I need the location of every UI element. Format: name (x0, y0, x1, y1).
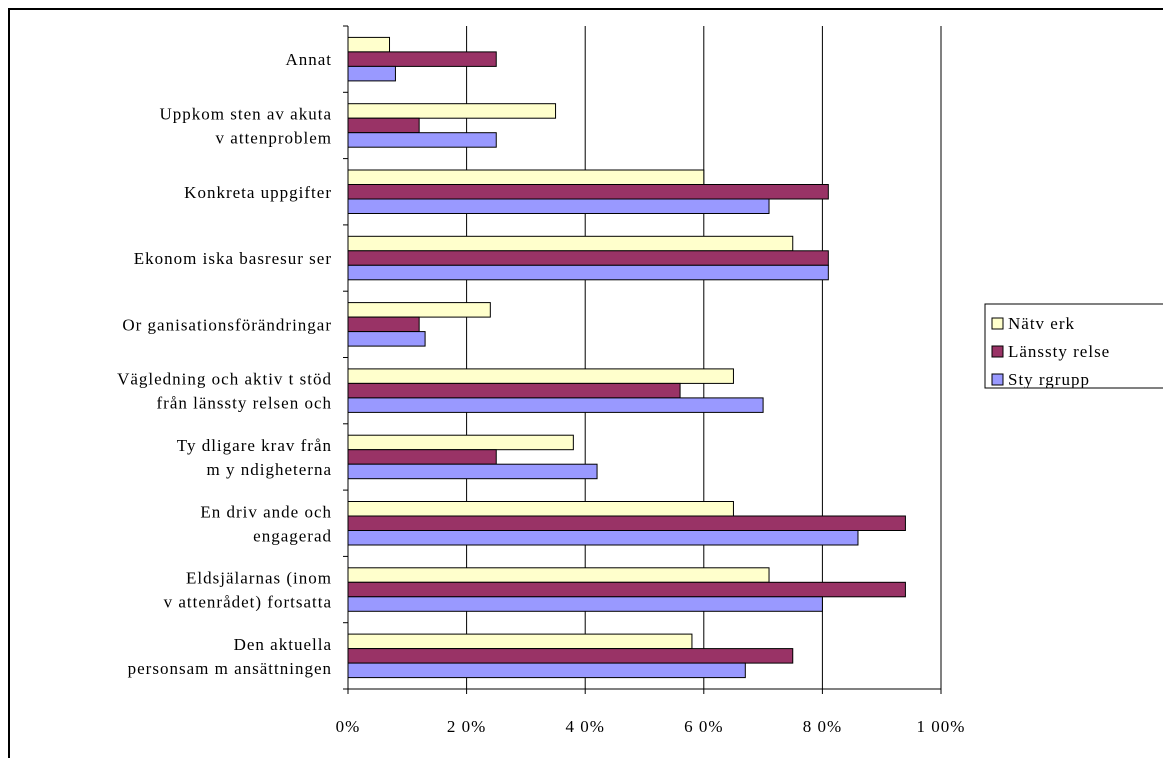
bar (347, 382, 681, 399)
legend-label: Nätv erk (1008, 314, 1075, 333)
bar (347, 463, 598, 480)
bar (347, 250, 829, 266)
bar (347, 302, 491, 318)
bar (347, 662, 746, 679)
category-label: Eldsjälarnas (inom (186, 569, 332, 588)
legend: Nätv erk Länssty relse Sty rgrupp (984, 303, 1163, 389)
category-label: Konkreta uppgifter (184, 183, 332, 202)
category-label: Ty dligare krav från (177, 436, 332, 455)
x-tick-label: 0% (336, 717, 361, 736)
legend-frame (984, 303, 1163, 389)
bar (347, 397, 764, 413)
bar (347, 103, 557, 119)
category-label: Uppkom sten av akuta (160, 104, 333, 123)
bar (347, 515, 906, 531)
bar (347, 132, 497, 148)
x-tick-labels: 0% 2 0% 4 0% 6 0% 8 0% 1 00% (336, 717, 966, 736)
bar (347, 331, 426, 347)
x-tick-label: 6 0% (684, 717, 723, 736)
bar (347, 198, 770, 214)
category-label: v attenrådet) fortsatta (164, 593, 332, 612)
bar (347, 169, 705, 185)
legend-swatch (991, 317, 1004, 330)
bar (347, 65, 396, 82)
legend-label: Länssty relse (1008, 342, 1110, 361)
bar (347, 648, 794, 664)
category-label: personsam m ansättningen (128, 659, 332, 678)
bar (347, 184, 829, 200)
bar (347, 434, 574, 451)
x-tick-label: 8 0% (803, 717, 842, 736)
bar (347, 51, 497, 67)
category-label: Vägledning och aktiv t stöd (117, 370, 332, 389)
bar (347, 449, 497, 465)
bar (347, 596, 823, 612)
x-tick-label: 4 0% (565, 717, 604, 736)
legend-swatch (991, 345, 1004, 358)
category-label: engagerad (253, 526, 332, 545)
bar (347, 530, 859, 546)
bar (347, 501, 734, 517)
legend-swatch (991, 373, 1004, 386)
category-label: från länssty relsen och (157, 394, 332, 413)
category-labels: Annat Uppkom sten av akuta v attenproblem K… (117, 50, 333, 678)
x-tick-label: 1 00% (917, 717, 966, 736)
category-label: m y ndigheterna (207, 460, 332, 479)
bar (347, 368, 734, 384)
bar (347, 117, 420, 134)
category-label: En driv ande och (200, 502, 332, 521)
bar (347, 567, 770, 583)
x-tick-label: 2 0% (447, 717, 486, 736)
category-label: Or ganisationsförändringar (122, 315, 332, 334)
bar (347, 581, 906, 598)
bar (347, 633, 693, 650)
axes (343, 25, 942, 694)
bar (347, 264, 829, 281)
category-label: Den aktuella (234, 635, 332, 654)
bar (347, 36, 391, 53)
category-label: Ekonom iska basresur ser (134, 249, 332, 268)
bar (347, 235, 794, 252)
bar-group (347, 36, 906, 679)
bar (347, 316, 420, 333)
category-label: v attenproblem (216, 128, 332, 147)
category-label: Annat (285, 50, 332, 69)
legend-label: Sty rgrupp (1008, 370, 1090, 389)
